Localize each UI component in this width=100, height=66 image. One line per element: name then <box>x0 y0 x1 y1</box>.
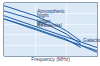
svg-text:Galactic: Galactic <box>83 37 100 43</box>
svg-text:Day: Day <box>37 20 46 26</box>
svg-text:Frequency (MHz): Frequency (MHz) <box>31 56 70 62</box>
svg-text:Night: Night <box>37 12 49 18</box>
svg-text:Atmospheric: Atmospheric <box>37 8 65 14</box>
svg-text:Residential: Residential <box>37 22 62 28</box>
svg-text:Urban: Urban <box>37 18 51 24</box>
